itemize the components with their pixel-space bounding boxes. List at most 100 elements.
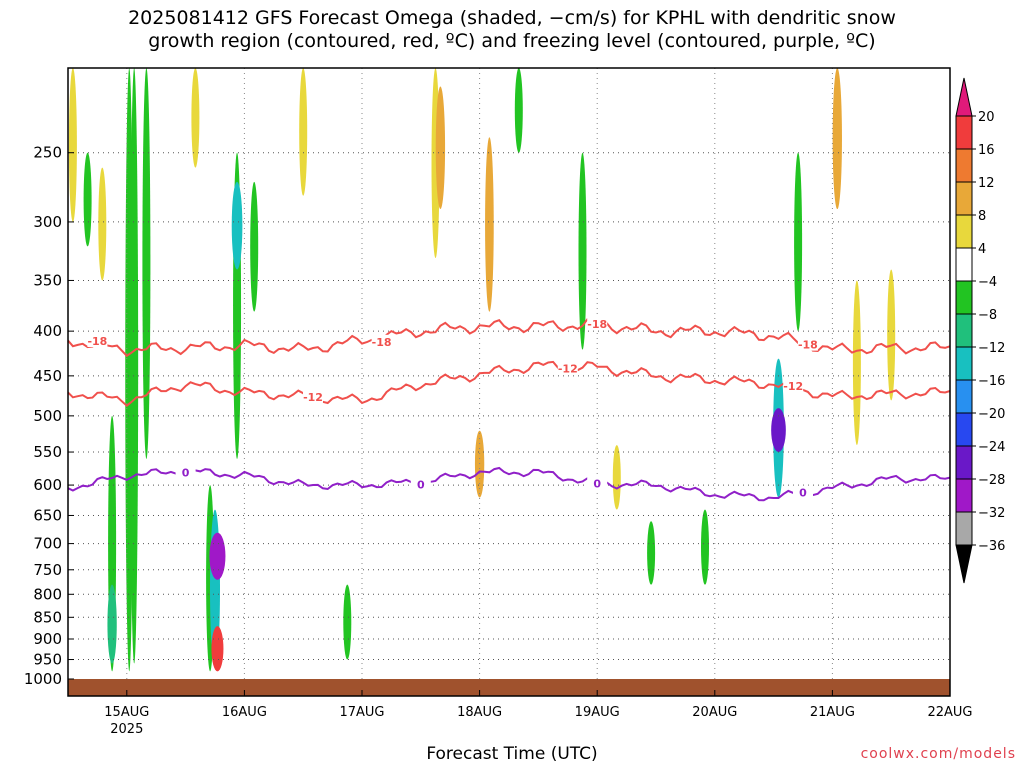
omega-blob [794,152,803,332]
omega-blob [83,152,92,247]
contour-label-bg [793,485,813,499]
contour-label-bg [303,389,323,403]
y-tick-label: 350 [33,271,62,289]
y-tick-label: 650 [33,506,62,524]
contour-label-bg [557,361,578,375]
contour-label: -12 [783,380,803,393]
colorbar-label: 20 [978,110,995,125]
x-tick-label: 17AUG [339,705,384,720]
colorbar-segment [955,115,973,150]
contour-line-0 [67,466,951,502]
x-tick-label: 18AUG [457,705,502,720]
y-tick-label: 750 [33,561,62,579]
colorbar-segment [955,181,973,216]
grid [68,68,950,679]
y-tick-label: 300 [33,213,62,231]
contour-label-bg [797,337,818,351]
colorbar-label: −36 [978,539,1005,554]
contour-label: -12 [303,391,323,404]
omega-blob [771,408,786,453]
omega-blob [701,509,709,585]
colorbar-label: −20 [978,407,1005,422]
colorbar-label: −8 [978,308,997,323]
credit-link[interactable]: coolwx.com/models [860,746,1016,762]
contour-label-bg [783,379,804,393]
colorbar-segment [955,346,973,381]
y-tick-label: 500 [33,407,62,425]
colorbar-label: 12 [978,176,995,191]
contour-label: -12 [558,362,578,375]
contour-label: -18 [372,336,392,349]
x-tick-label: 19AUG [575,705,620,720]
omega-blob [647,521,656,585]
x-axis: 15AUG 2025 16AUG 17AUG 18AUG 19AUG 20AUG 21AUG 2… [104,690,973,737]
omega-blob [231,181,243,270]
y-tick-label: 950 [33,651,62,669]
contour-line--12 [67,360,951,408]
plot-area: -18 -18 -18 -18 -12 -12 -12 0 0 0 0 250 300 350 400 450… [24,67,973,737]
colorbar-segment [955,148,973,183]
omega-blob [435,86,446,210]
colorbar-segment [955,445,973,480]
omega-blob [485,137,494,312]
colorbar-segment [955,379,973,414]
colorbar-label: −16 [978,374,1005,389]
colorbar-bottom-arrow [955,544,973,584]
omega-blob [852,280,861,446]
omega-blob [343,584,352,660]
colorbar-label: 8 [978,209,986,224]
omega-blob [107,584,117,664]
omega-blob [474,430,485,498]
y-axis: 250 300 350 400 450 500 550 600 650 700 750 800 850 9… [24,144,74,688]
omega-blob [191,68,200,168]
y-tick-label: 850 [33,608,62,626]
y-tick-label: 800 [33,585,62,603]
contour-label: 0 [182,466,190,479]
contour-label-bg [87,333,108,347]
omega-blob [578,152,587,350]
y-tick-label: 900 [33,630,62,648]
omega-blob [209,532,226,580]
colorbar-segment [955,511,973,546]
y-tick-label: 600 [33,476,62,494]
colorbar-label: −24 [978,440,1005,455]
colorbar-label: −32 [978,506,1005,521]
colorbar-label: −12 [978,341,1005,356]
x-tick-sublabel: 2025 [110,722,143,737]
ground-band [68,679,950,696]
omega-blob [130,68,139,664]
colorbar-label: 4 [978,242,986,257]
x-tick-label: 22AUG [927,705,972,720]
omega-blob [514,68,523,153]
plot-frame [67,67,951,697]
omega-blob [98,167,107,281]
colorbar-segment [955,280,973,315]
x-tick-label: 16AUG [222,705,267,720]
contour-label: 0 [799,487,807,500]
omega-blob [612,445,621,510]
colorbar-segment [955,478,973,513]
y-tick-label: 450 [33,367,62,385]
omega-blob [211,626,224,672]
colorbar-segment [955,247,973,282]
contour-label-bg [410,477,431,491]
x-tick-label: 15AUG [104,705,149,720]
chart-title-line-2: growth region (contoured, red, ºC) and f… [148,30,876,52]
contour-label: -18 [587,318,607,331]
omega-shading [68,68,896,672]
y-tick-label: 250 [33,144,62,162]
y-tick-label: 700 [33,535,62,553]
colorbar-label: −4 [978,275,997,290]
contour-label-bg [587,316,608,330]
contour-label: 0 [593,477,601,490]
x-tick-label: 20AUG [692,705,737,720]
y-tick-label: 1000 [24,670,62,688]
y-tick-label: 550 [33,443,62,461]
contour-label-bg [371,334,392,348]
chart-title-line-1: 2025081412 GFS Forecast Omega (shaded, −… [128,7,896,29]
omega-blob [299,68,308,196]
colorbar-segment [955,412,973,447]
contours: -18 -18 -18 -18 -12 -12 -12 0 0 0 0 [67,316,951,502]
contour-label-bg [175,465,196,479]
colorbar-label: 16 [978,143,995,158]
